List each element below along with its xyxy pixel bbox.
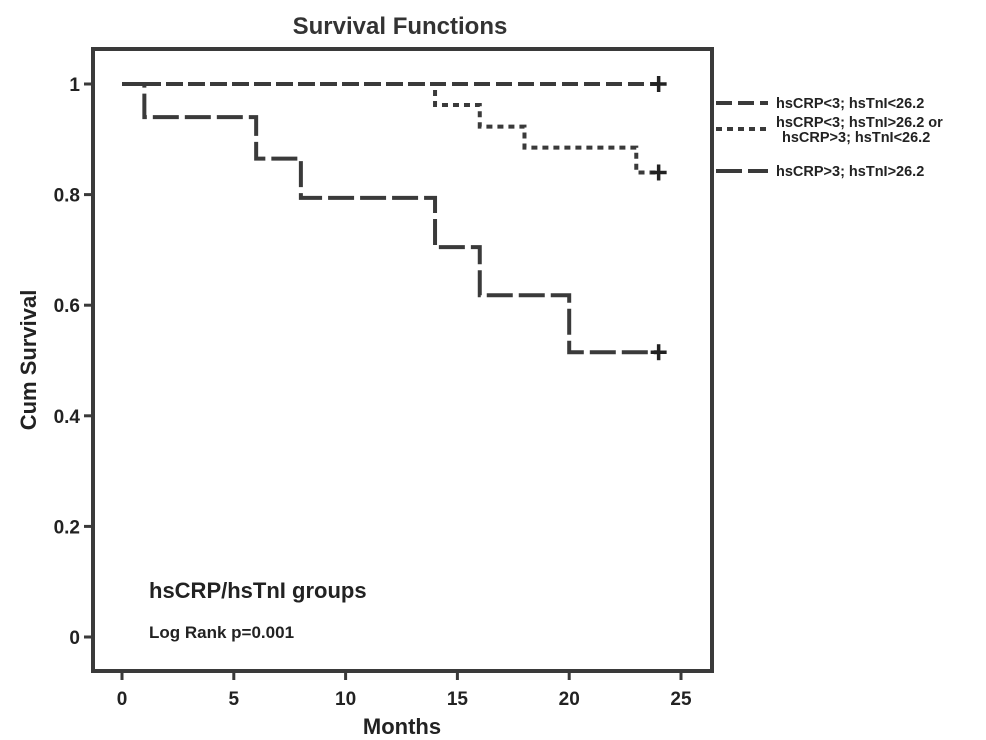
- y-tick-label: 0.4: [54, 407, 81, 428]
- y-axis: 0 0.2 0.4 0.6 0.8 1: [54, 75, 93, 649]
- censor-mark: [650, 76, 667, 92]
- x-axis-label: Months: [363, 714, 441, 739]
- x-tick-label: 25: [670, 689, 692, 710]
- x-tick-label: 5: [229, 689, 240, 710]
- x-tick-label: 0: [117, 689, 128, 710]
- legend-label-2: hsCRP<3; hsTnI>26.2 or hsCRP>3; hsTnI<26.…: [776, 115, 943, 146]
- x-tick-label: 15: [447, 689, 469, 710]
- legend-label-1: hsCRP<3; hsTnI<26.2: [776, 96, 924, 112]
- chart-title: Survival Functions: [293, 13, 508, 40]
- y-tick-label: 0.2: [54, 517, 80, 538]
- censor-mark: [650, 164, 667, 181]
- y-tick-label: 0: [69, 628, 80, 649]
- y-tick-label: 0.6: [54, 296, 80, 317]
- y-tick-label: 1: [69, 75, 80, 96]
- series-layer: [122, 76, 667, 361]
- y-tick-label: 0.8: [54, 186, 80, 207]
- x-tick-label: 10: [335, 689, 356, 710]
- legend: hsCRP<3; hsTnI<26.2 hsCRP<3; hsTnI>26.2 o…: [716, 96, 943, 180]
- annotation-title: hsCRP/hsTnI groups: [149, 578, 367, 603]
- survival-curve-2: [122, 82, 659, 175]
- legend-label-3: hsCRP>3; hsTnI>26.2: [776, 164, 924, 180]
- x-tick-label: 20: [559, 689, 580, 710]
- annotation-logrank: Log Rank p=0.001: [149, 623, 294, 642]
- y-axis-label: Cum Survival: [16, 290, 41, 431]
- plot-frame: [91, 47, 714, 673]
- censor-mark: [650, 344, 667, 361]
- survival-curve-3: [122, 82, 659, 355]
- x-axis: 0 5 10 15 20 25: [117, 671, 692, 710]
